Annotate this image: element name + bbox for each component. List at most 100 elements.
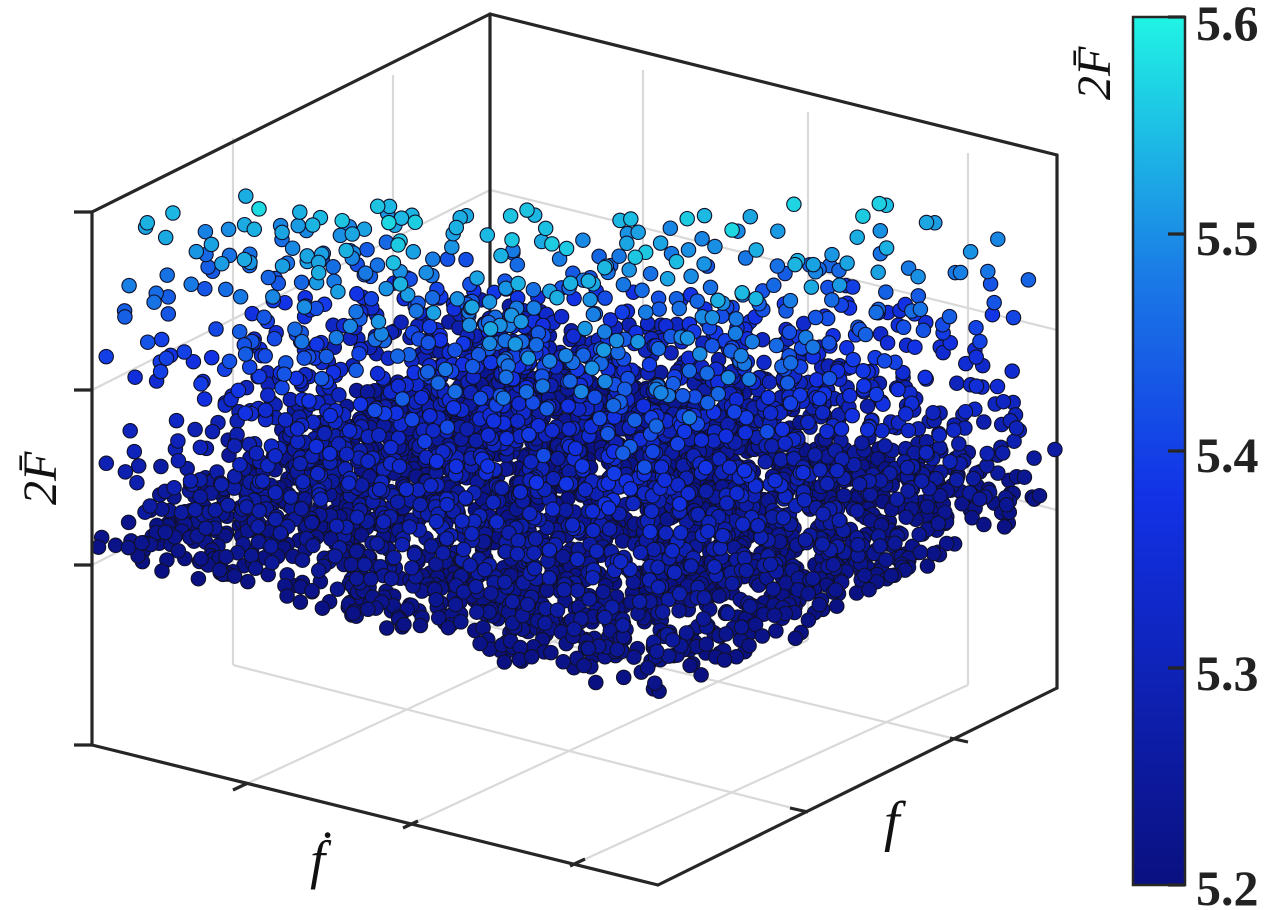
scatter-point — [695, 611, 712, 627]
scatter-point — [139, 334, 156, 350]
scatter-point — [962, 244, 979, 260]
scatter-point — [719, 605, 736, 622]
scatter-point — [236, 251, 253, 268]
scatter-point — [795, 464, 811, 481]
scatter-point — [472, 635, 488, 652]
scatter-point — [949, 375, 965, 391]
scatter-point — [562, 373, 578, 389]
scatter-point — [649, 643, 665, 660]
scatter-point — [814, 536, 831, 552]
scatter-point — [643, 503, 660, 519]
scatter-point — [781, 324, 798, 341]
scatter-point — [558, 347, 574, 364]
scatter-point — [601, 521, 618, 537]
scatter-point — [318, 348, 335, 365]
scatter-point — [569, 551, 586, 568]
scatter-point — [968, 378, 985, 394]
scatter-point — [504, 593, 521, 610]
scatter-point — [558, 240, 575, 257]
scatter-point — [272, 525, 289, 541]
scatter-point — [549, 289, 565, 306]
scatter-point — [844, 407, 861, 424]
scatter-point — [998, 497, 1015, 513]
scatter-point — [679, 330, 696, 346]
scatter-point — [165, 205, 181, 221]
scatter-point — [322, 407, 339, 424]
scatter-point — [741, 637, 757, 654]
scatter-point — [264, 554, 280, 571]
scatter-point — [497, 574, 513, 590]
scatter-point — [453, 614, 469, 630]
scatter-point — [634, 282, 650, 299]
scatter-point — [861, 581, 877, 598]
scatter-point — [729, 485, 745, 502]
scatter-point — [293, 501, 310, 517]
scatter-point — [664, 543, 681, 559]
scatter-point — [645, 443, 661, 460]
scatter-point — [396, 616, 412, 633]
scatter-point — [170, 543, 187, 559]
scatter-point — [274, 379, 290, 396]
scatter-point — [314, 600, 331, 616]
scatter-point — [698, 636, 715, 652]
scatter-point — [187, 502, 203, 518]
scatter-point — [625, 574, 642, 591]
colorbar-tick-label: 5.4 — [1196, 427, 1259, 483]
scatter-point — [787, 630, 804, 647]
scatter-point — [829, 598, 845, 614]
scatter-point — [394, 391, 411, 407]
scatter-point — [597, 373, 613, 390]
scatter-point — [612, 553, 629, 570]
scatter-point — [609, 641, 626, 658]
scatter-point — [615, 276, 632, 293]
scatter-point — [304, 514, 320, 531]
scatter-point — [878, 552, 894, 568]
scatter-point — [341, 475, 357, 491]
scatter-point — [968, 319, 984, 336]
scatter-point — [650, 340, 667, 357]
scatter-point — [584, 569, 601, 586]
scatter-point — [328, 329, 345, 346]
scatter-point — [718, 626, 734, 642]
scatter-point — [1031, 487, 1048, 504]
scatter-point — [805, 339, 821, 355]
scatter-point — [316, 425, 333, 442]
scatter-point — [390, 237, 406, 253]
scatter-point — [260, 269, 277, 286]
scatter-point — [600, 500, 617, 516]
scatter-point — [479, 227, 496, 243]
scatter-point — [213, 476, 230, 493]
scatter-point — [348, 570, 365, 587]
scatter-point — [351, 345, 367, 362]
scatter-point — [754, 628, 771, 644]
scatter-point — [627, 412, 643, 428]
scatter-point — [107, 537, 124, 554]
scatter-point — [385, 255, 402, 271]
colorbar-tick-label: 5.2 — [1196, 860, 1259, 910]
scatter-point — [622, 481, 639, 497]
scatter-point — [370, 313, 387, 330]
scatter-point — [842, 387, 858, 404]
scatter-point — [700, 523, 716, 540]
scatter-point — [656, 472, 673, 488]
scatter-point — [527, 531, 544, 547]
scatter-point — [157, 229, 174, 246]
scatter-point — [696, 589, 713, 606]
scatter-point — [845, 351, 861, 368]
scatter-point — [742, 208, 759, 225]
scatter-point — [666, 564, 683, 581]
scatter-point — [192, 488, 209, 505]
scatter-point — [652, 235, 669, 251]
scatter-point — [331, 387, 347, 403]
scatter-point — [856, 378, 872, 394]
scatter-point — [800, 585, 816, 602]
scatter-point — [968, 349, 984, 365]
scatter-point — [584, 360, 600, 376]
scatter-point — [764, 438, 780, 454]
scatter-point — [825, 556, 842, 573]
scatter-point — [890, 381, 906, 398]
scatter-point — [294, 552, 311, 568]
scatter-point — [279, 588, 295, 604]
scatter-point — [338, 446, 355, 462]
